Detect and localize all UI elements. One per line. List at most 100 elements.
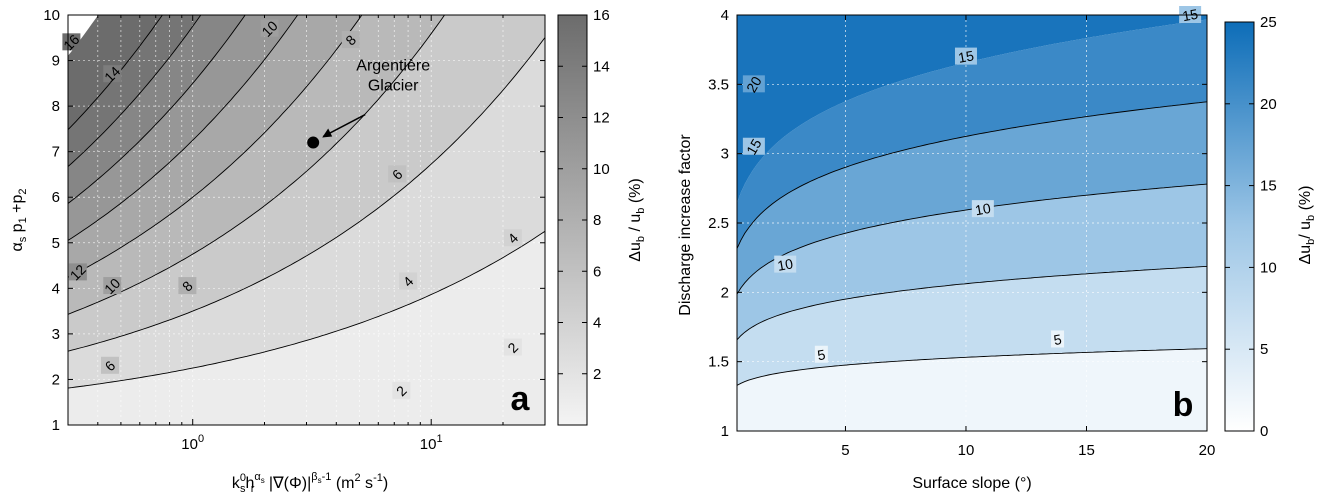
y-tick-label: 2.5 <box>708 215 729 232</box>
contour-label-text: 20 <box>743 73 765 95</box>
contour-band <box>737 348 1207 431</box>
contour-label-text: 5 <box>816 346 827 363</box>
contour-label-bg <box>103 65 122 83</box>
contour-line <box>68 15 446 315</box>
contour-label-bg <box>774 255 797 273</box>
contour-line <box>68 230 545 389</box>
contour-label: 4 <box>399 272 418 290</box>
contour-label: 8 <box>341 31 360 49</box>
y-tick-label: 3 <box>721 146 729 163</box>
contour-label: 10 <box>971 200 994 218</box>
panel-a-colorbar-label: Δub / ub (%) <box>627 178 647 261</box>
x-tick-label: 10 <box>958 442 975 459</box>
panel-a-xlabel: k0 shαs r |∇(Φ)|βs-1 (m2 s-1) <box>232 471 388 495</box>
colorbar-tick-label: 4 <box>593 315 601 332</box>
contour-band <box>68 37 545 389</box>
x-tick-label: 101 <box>420 433 443 453</box>
colorbar-tick-label: 16 <box>593 7 610 24</box>
contour-band <box>68 15 298 241</box>
contour-line <box>737 101 1207 249</box>
contour-label-text: 15 <box>743 136 765 158</box>
glacier-label: Glacier <box>368 78 419 95</box>
contour-line <box>737 265 1207 341</box>
contour-label: 8 <box>178 277 197 294</box>
colorbar-tick-label: 14 <box>593 58 610 75</box>
contour-band <box>68 15 201 167</box>
contour-label-text: 5 <box>1052 331 1063 348</box>
panel-letter-a: a <box>511 380 531 418</box>
panel-a-grid <box>68 15 545 425</box>
contour-band <box>68 15 445 315</box>
contour-label-bg <box>399 272 418 290</box>
contour-label: 15 <box>954 47 977 66</box>
y-tick-label: 4 <box>721 7 729 24</box>
contour-label: 10 <box>258 17 280 39</box>
panel-b-colorbar <box>1224 21 1255 432</box>
contour-label: 4 <box>503 229 522 247</box>
contour-label-bg <box>341 31 360 49</box>
contour-line <box>68 15 299 241</box>
contour-line <box>68 15 246 204</box>
glacier-arrowhead <box>322 128 333 138</box>
contour-line <box>737 348 1207 386</box>
colorbar-tick-label: 25 <box>1260 14 1277 31</box>
colorbar-tick-label: 5 <box>1260 341 1268 358</box>
colorbar-tick-label: 0 <box>1260 423 1268 440</box>
contour-label: 5 <box>814 345 828 363</box>
contour-label: 10 <box>774 255 797 274</box>
panel-b-colorbar-ticks: 0 5 10 15 20 25 <box>1225 14 1277 440</box>
contour-label: 14 <box>101 63 123 85</box>
y-tick-label: 7 <box>52 144 60 161</box>
contour-label: 12 <box>67 261 89 283</box>
contour-line <box>68 37 545 352</box>
contour-label: 6 <box>388 165 407 183</box>
colorbar-tick-label: 8 <box>593 212 601 229</box>
colorbar-tick-label: 6 <box>593 263 601 280</box>
x-tick-label: 20 <box>1199 442 1216 459</box>
contour-line <box>68 15 363 278</box>
argentiere-marker: Argentière Glacier <box>307 58 430 149</box>
contour-label: 6 <box>100 356 119 374</box>
colorbar-tick-label: 10 <box>1260 259 1277 276</box>
y-tick-label: 3.5 <box>708 76 729 93</box>
panel-b-contour-fills <box>737 15 1207 431</box>
contour-label-text: 10 <box>776 255 794 273</box>
y-tick-label: 4 <box>52 280 60 297</box>
panel-b: 5 5 10 10 15 15 15 20 1 1.5 2 2.5 3 3.5 4 5 10 15 20 b 0 5… <box>677 6 1317 492</box>
contour-band <box>737 266 1207 386</box>
contour-label: 20 <box>742 73 765 95</box>
panel-b-ylabel: Discharge increase factor <box>677 134 694 316</box>
contour-label: 2 <box>503 338 522 356</box>
y-tick-label: 1.5 <box>708 354 729 371</box>
contour-band <box>68 15 246 204</box>
panel-a-contour-lines <box>68 15 545 389</box>
contour-label-bg <box>742 75 765 93</box>
contour-band <box>737 19 1207 249</box>
contour-line <box>68 15 202 167</box>
contour-label-bg <box>68 263 87 281</box>
contour-label-bg <box>388 165 407 183</box>
y-tick-label: 6 <box>52 189 60 206</box>
contour-label-bg <box>954 47 977 65</box>
panel-b-xlabel: Surface slope (°) <box>912 475 1031 492</box>
colorbar-tick-label: 2 <box>593 366 601 383</box>
contour-label: 2 <box>392 381 411 399</box>
contour-label-bg <box>814 345 828 363</box>
contour-band <box>68 15 545 352</box>
y-tick-label: 3 <box>52 326 60 343</box>
contour-band <box>68 231 545 425</box>
y-tick-label: 5 <box>52 235 60 252</box>
panel-b-colorbar-label: Δub/ ub (%) <box>1297 186 1317 265</box>
contour-label-bg <box>503 338 522 356</box>
contour-label: 16 <box>60 31 82 53</box>
contour-band <box>68 15 362 278</box>
contour-band <box>737 101 1207 295</box>
contour-band <box>737 15 1207 203</box>
panel-a-ylabel: αs p1 +p2 <box>9 188 29 251</box>
contour-label-bg <box>1051 330 1065 348</box>
contour-label-bg <box>100 356 119 374</box>
contour-band <box>737 184 1207 340</box>
